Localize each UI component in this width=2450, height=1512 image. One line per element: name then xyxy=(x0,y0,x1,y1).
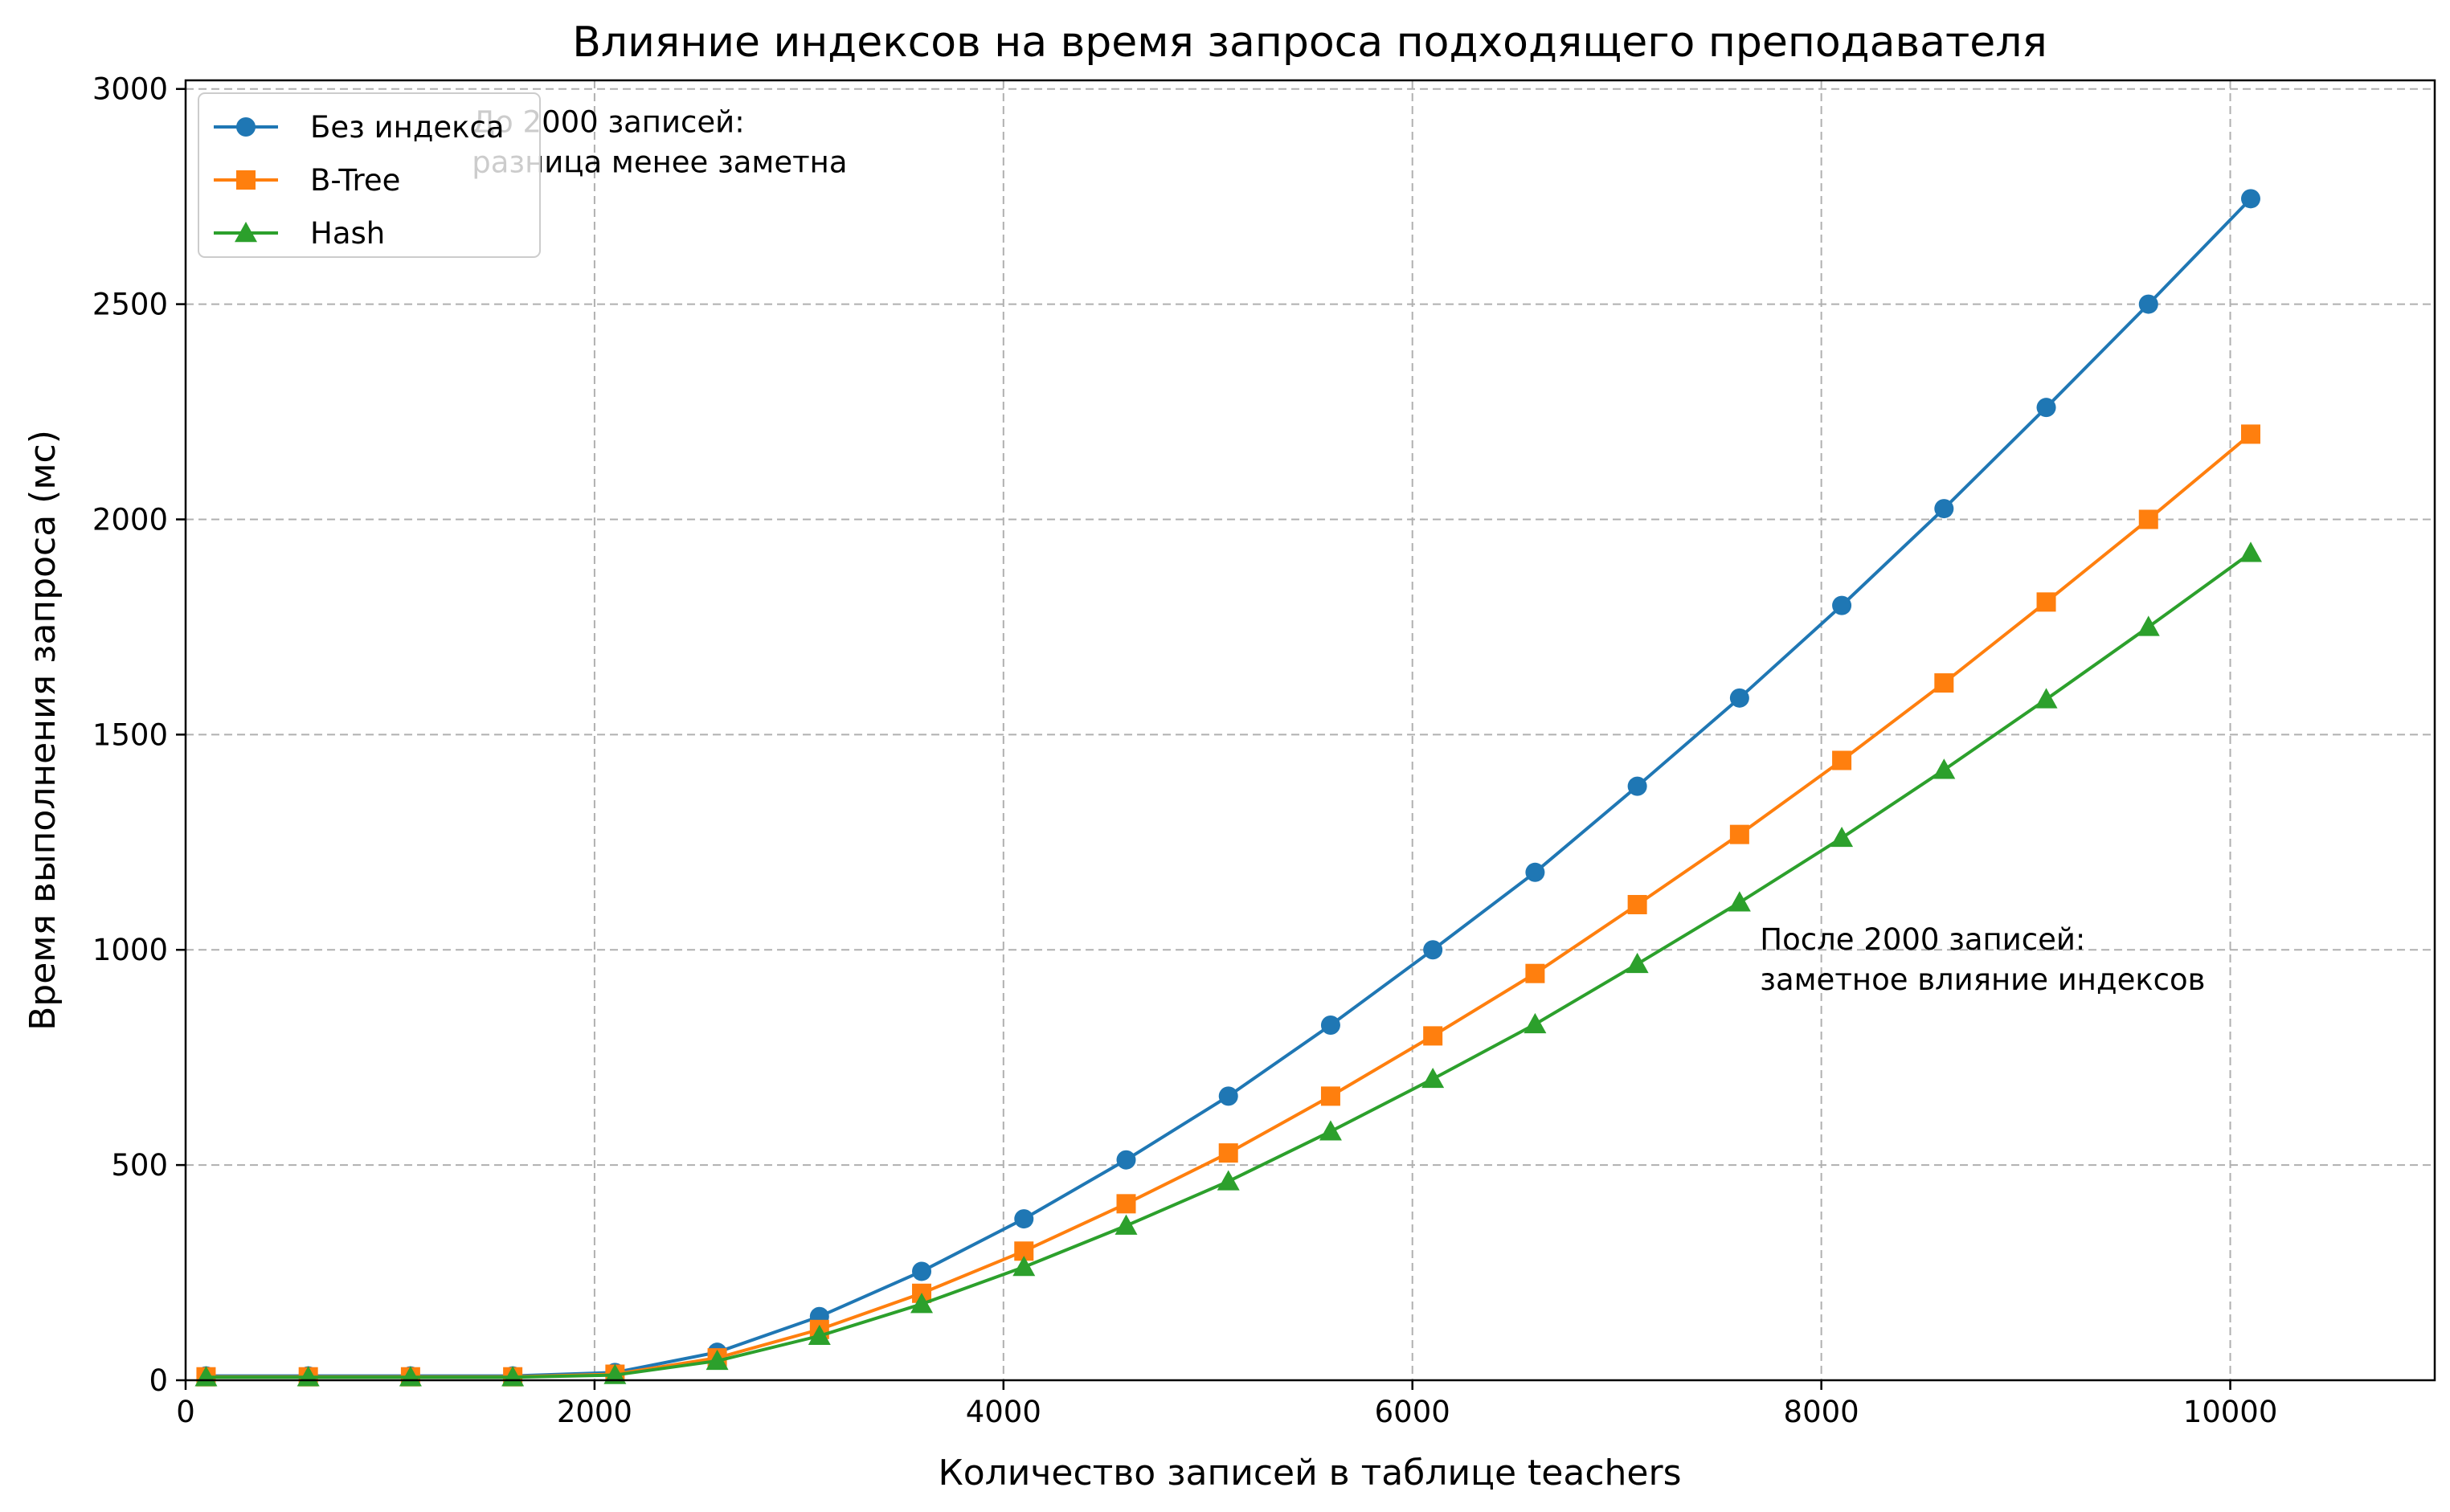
data-point xyxy=(1832,595,1852,615)
data-point xyxy=(2138,294,2158,314)
annotation-line: После 2000 записей: xyxy=(1760,922,2085,957)
data-point xyxy=(1933,758,1956,779)
chart-title: Влияние индексов на время запроса подход… xyxy=(572,18,2047,67)
data-point xyxy=(910,1293,934,1314)
x-tick-label: 0 xyxy=(176,1395,195,1429)
y-tick-label: 2000 xyxy=(92,502,168,537)
data-point xyxy=(1320,1015,1340,1035)
y-tick-label: 3000 xyxy=(92,72,168,107)
data-point xyxy=(1116,1194,1136,1214)
data-point xyxy=(1116,1150,1136,1170)
data-point xyxy=(1423,940,1443,960)
data-point xyxy=(1627,894,1647,914)
data-point xyxy=(706,1349,729,1371)
data-point xyxy=(1627,776,1647,796)
data-point xyxy=(1218,1143,1238,1163)
legend-item: B-Tree xyxy=(214,163,400,198)
series-line xyxy=(206,432,2252,1379)
data-point xyxy=(1217,1170,1240,1191)
data-point xyxy=(1830,826,1854,848)
data-point xyxy=(2035,688,2058,709)
data-point xyxy=(1729,824,1749,844)
data-point xyxy=(808,1324,831,1346)
legend-label: Hash xyxy=(310,216,385,251)
data-point xyxy=(1832,750,1852,770)
data-point xyxy=(1525,963,1545,983)
data-point xyxy=(1115,1214,1138,1235)
data-point xyxy=(1320,1086,1340,1106)
data-point xyxy=(1934,499,1954,519)
grid xyxy=(185,80,2435,1381)
y-tick-label: 1000 xyxy=(92,933,168,967)
data-point xyxy=(2137,615,2160,636)
data-point xyxy=(1626,952,1649,974)
legend-box xyxy=(198,92,541,258)
series-1 xyxy=(196,424,2260,1387)
x-axis-label: Количество записей в таблице teachers xyxy=(939,1453,1682,1494)
data-point xyxy=(912,1261,932,1281)
y-tick-label: 0 xyxy=(149,1363,168,1398)
series-line xyxy=(206,197,2252,1378)
data-point xyxy=(603,1363,627,1384)
x-tick-label: 8000 xyxy=(1784,1395,1859,1429)
x-tick-label: 10000 xyxy=(2183,1395,2278,1429)
data-point xyxy=(1934,673,1954,693)
y-tick-label: 1500 xyxy=(92,717,168,752)
y-axis-label: Время выполнения запроса (мс) xyxy=(22,430,63,1031)
data-point xyxy=(1525,862,1545,882)
x-tick-label: 4000 xyxy=(966,1395,1041,1429)
legend-label: Без индекса xyxy=(310,110,505,145)
x-tick-label: 6000 xyxy=(1375,1395,1450,1429)
y-tick-label: 2500 xyxy=(92,288,168,322)
data-point xyxy=(1218,1086,1238,1106)
data-point xyxy=(1729,688,1749,708)
legend-item: Hash xyxy=(214,216,385,251)
legend-marker xyxy=(236,117,256,137)
data-point xyxy=(2138,509,2158,529)
data-point xyxy=(1423,1026,1443,1046)
data-point xyxy=(1319,1120,1342,1141)
series-layer xyxy=(194,189,2262,1387)
legend-item: Без индекса xyxy=(214,110,505,145)
legend-marker xyxy=(236,170,256,190)
data-point xyxy=(2036,398,2056,418)
annotations: До 2000 записей: разница менее заметнаПос… xyxy=(472,104,2205,997)
legend-label: B-Tree xyxy=(310,163,400,198)
data-point xyxy=(1014,1209,1034,1229)
annotation: После 2000 записей: заметное влияние инде… xyxy=(1760,922,2205,997)
x-axis: 0 2000 4000 6000 8000 10000 xyxy=(176,1380,2277,1429)
data-point xyxy=(2240,424,2260,444)
data-point xyxy=(2036,592,2056,612)
x-tick-label: 2000 xyxy=(557,1395,632,1429)
data-point xyxy=(1728,891,1751,912)
y-axis: 0 500 1000 1500 2000 2500 3000 xyxy=(92,72,186,1398)
legend: Без индекса B-Tree Hash xyxy=(198,92,541,258)
data-point xyxy=(2240,189,2260,209)
plot-frame xyxy=(184,79,2436,1382)
data-point xyxy=(1421,1067,1445,1089)
y-tick-label: 500 xyxy=(111,1148,168,1183)
data-point xyxy=(2239,541,2262,562)
annotation-line: заметное влияние индексов xyxy=(1760,962,2205,997)
data-point xyxy=(1524,1012,1547,1034)
series-0 xyxy=(196,189,2260,1386)
legend-marker xyxy=(235,222,257,243)
data-point xyxy=(1012,1256,1036,1277)
